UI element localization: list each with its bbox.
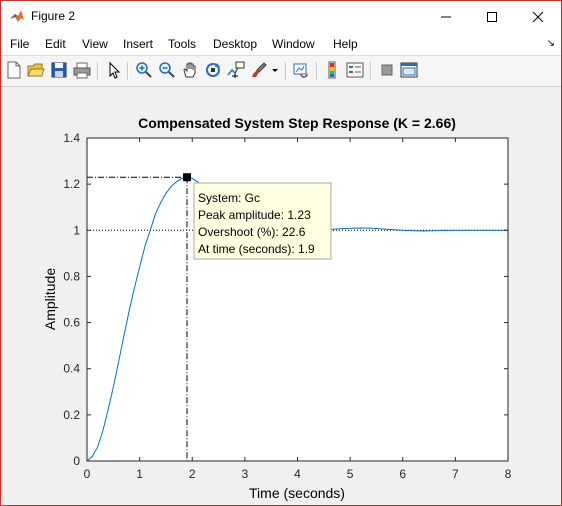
show-plot-tools-icon[interactable] (400, 61, 418, 79)
minimize-button[interactable] (423, 1, 469, 33)
title-bar: Figure 2 (1, 1, 561, 33)
toolbar-separator (316, 62, 318, 80)
x-tick-label: 7 (452, 467, 459, 481)
datatip-system: System: Gc (198, 191, 260, 205)
window-title: Figure 2 (31, 9, 76, 23)
print-icon[interactable] (73, 61, 91, 79)
peak-marker-layer (182, 173, 191, 182)
hide-plot-tools-icon[interactable] (378, 61, 396, 79)
pan-icon[interactable] (181, 61, 199, 79)
chart-title: Compensated System Step Response (K = 2.… (138, 115, 456, 131)
x-tick-label: 3 (242, 467, 249, 481)
maximize-icon (487, 12, 497, 22)
x-tick-label: 2 (189, 467, 196, 481)
toolbar-separator (285, 62, 287, 80)
insert-legend-icon[interactable] (346, 61, 364, 79)
brush-icon[interactable] (250, 61, 268, 79)
link-plot-icon[interactable] (292, 61, 310, 79)
matlab-icon (9, 8, 25, 24)
y-tick-label: 1 (73, 223, 80, 237)
toolbar-separator (97, 62, 99, 80)
menu-help[interactable]: Help (333, 37, 358, 51)
rotate-3d-icon[interactable] (204, 61, 222, 79)
y-tick-label: 0.2 (63, 408, 80, 422)
menu-tools[interactable]: Tools (168, 37, 197, 51)
toolbar-separator (370, 62, 372, 80)
close-icon (532, 11, 544, 23)
data-cursor-icon[interactable] (227, 61, 245, 79)
x-tick-label: 8 (505, 467, 512, 481)
brush-dropdown-icon[interactable] (271, 61, 279, 79)
close-button[interactable] (515, 1, 561, 33)
y-tick-label: 0.8 (63, 269, 80, 283)
y-tick-label: 1.2 (63, 177, 80, 191)
datatip-overshoot: Overshoot (%): 22.6 (198, 225, 306, 239)
insert-colorbar-icon[interactable] (323, 61, 341, 79)
figure-toolbar (1, 55, 561, 87)
menu-bar: File Edit View Insert Tools Desktop Wind… (1, 33, 561, 55)
y-tick-label: 0.4 (63, 362, 80, 376)
edit-plot-pointer-icon[interactable] (105, 61, 123, 79)
maximize-button[interactable] (469, 1, 515, 33)
menu-view[interactable]: View (82, 37, 108, 51)
axis-ticks: 0 1 2 3 4 5 6 7 8 0 0.2 0.4 0.6 0.8 1 1.2 1.4 (63, 131, 511, 481)
menu-file[interactable]: File (10, 37, 30, 51)
y-tick-label: 0 (73, 454, 80, 468)
x-tick-label: 0 (84, 467, 91, 481)
x-tick-label: 5 (347, 467, 354, 481)
datatip-time: At time (seconds): 1.9 (198, 242, 315, 256)
datatip[interactable]: System: Gc Peak amplitude: 1.23 Overshoo… (193, 182, 332, 260)
dock-arrow-icon[interactable]: ↘ (546, 38, 555, 49)
menu-insert[interactable]: Insert (123, 37, 154, 51)
x-axis-label: Time (seconds) (249, 485, 345, 501)
y-axis-label: Amplitude (42, 268, 58, 330)
new-figure-icon[interactable] (5, 61, 23, 79)
x-tick-label: 1 (136, 467, 143, 481)
x-tick-label: 4 (294, 467, 301, 481)
peak-marker (182, 173, 191, 182)
menu-window[interactable]: Window (272, 37, 315, 51)
zoom-out-icon[interactable] (158, 61, 176, 79)
y-tick-label: 1.4 (63, 131, 80, 145)
datatip-peak-amplitude: Peak amplitude: 1.23 (198, 208, 311, 222)
menu-edit[interactable]: Edit (45, 37, 66, 51)
step-response-chart: Compensated System Step Response (K = 2.… (42, 115, 512, 501)
zoom-in-icon[interactable] (135, 61, 153, 79)
figure-canvas: Compensated System Step Response (K = 2.… (1, 87, 561, 505)
toolbar-separator (127, 62, 129, 80)
minimize-icon (441, 16, 451, 18)
datatip-box (193, 182, 332, 260)
x-tick-label: 6 (399, 467, 406, 481)
menu-desktop[interactable]: Desktop (213, 37, 258, 51)
open-file-icon[interactable] (27, 61, 45, 79)
y-tick-label: 0.6 (63, 316, 80, 330)
save-icon[interactable] (50, 61, 68, 79)
